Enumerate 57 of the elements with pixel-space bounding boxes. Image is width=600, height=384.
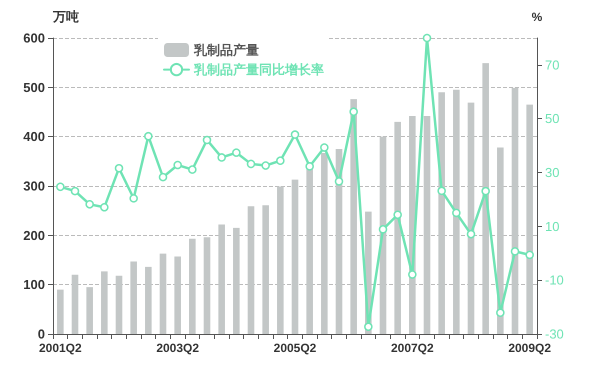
y2-tick-label: 30 <box>545 165 560 180</box>
bar <box>57 290 64 334</box>
point <box>496 308 505 317</box>
point <box>525 250 534 260</box>
point <box>393 210 402 220</box>
y-tick-label: 400 <box>23 129 45 144</box>
point <box>305 162 314 171</box>
point <box>510 247 520 256</box>
point <box>290 130 300 139</box>
x-tick-label: 2007Q2 <box>390 341 434 355</box>
y-tick-label: 600 <box>23 30 45 46</box>
y-tick-label: 100 <box>23 277 45 292</box>
y2-tick-label: 70 <box>545 57 560 72</box>
y-tick-label: 300 <box>23 178 45 194</box>
point <box>100 203 109 212</box>
y-tick-label: 500 <box>23 80 45 95</box>
x-tick-label: 2005Q2 <box>274 341 317 355</box>
y2-tick-label: -30 <box>545 326 564 342</box>
legend-label: 乳制品产量 <box>193 42 259 58</box>
y-tick-label: 200 <box>23 228 45 243</box>
y2-axis-title: % <box>532 10 543 24</box>
point <box>129 194 138 203</box>
y2-tick-label: 50 <box>545 111 560 126</box>
bar <box>86 287 93 334</box>
point <box>408 270 417 279</box>
point <box>246 160 256 168</box>
point <box>349 107 358 116</box>
point <box>173 160 182 170</box>
point <box>466 230 476 238</box>
point <box>158 172 168 182</box>
x-tick-label: 2003Q2 <box>156 341 200 355</box>
point <box>232 148 241 157</box>
point <box>364 322 373 331</box>
y2-tick-label: -10 <box>545 272 564 288</box>
point <box>217 153 226 162</box>
point <box>85 200 94 209</box>
point <box>378 225 388 234</box>
point <box>481 186 490 196</box>
point <box>70 186 80 196</box>
y-axis-title: 万吨 <box>52 9 79 24</box>
point <box>452 208 461 218</box>
x-tick-label: 2009Q2 <box>508 341 552 355</box>
y2-tick-label: 10 <box>545 218 560 234</box>
point <box>334 177 344 186</box>
x-tick-label: 2001Q2 <box>38 341 82 355</box>
point <box>202 136 212 144</box>
point <box>320 143 329 152</box>
point <box>144 132 153 140</box>
point <box>56 182 65 192</box>
point <box>422 34 432 42</box>
point <box>261 161 270 170</box>
y-tick-label: 0 <box>38 326 45 342</box>
point <box>114 164 124 172</box>
point <box>437 186 446 196</box>
point <box>188 165 197 174</box>
legend-label: 乳制品产量同比增长率 <box>193 62 324 78</box>
point <box>276 156 285 165</box>
